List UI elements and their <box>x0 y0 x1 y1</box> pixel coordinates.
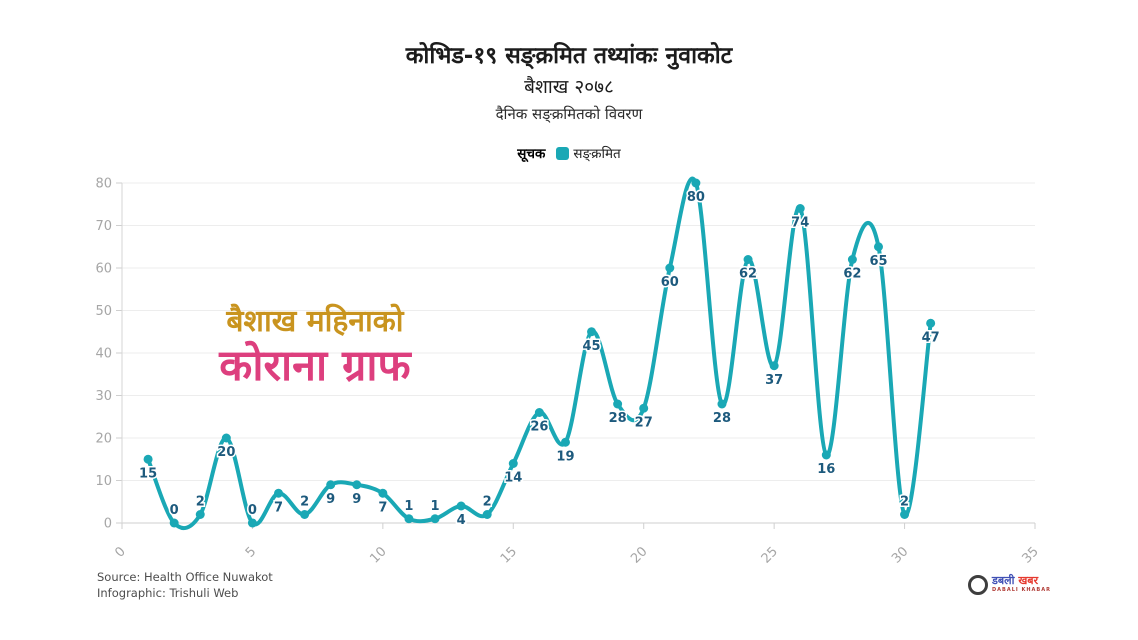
data-point-marker <box>873 242 883 252</box>
dabali-khabar-logo: डबली खबर DABALI KHABAR <box>968 574 1051 595</box>
data-point-marker <box>534 408 544 417</box>
data-point-marker <box>404 514 414 524</box>
data-point-marker <box>639 403 649 413</box>
data-point-label: 2 <box>300 495 309 510</box>
credits: Source: Health Office Nuwakot Infographi… <box>97 569 273 601</box>
data-point-label: 9 <box>352 492 361 507</box>
data-point-label: 1 <box>404 499 413 514</box>
data-point-marker <box>326 480 336 490</box>
chart-header: कोभिड-१९ सङ्क्रमित तथ्यांकः नुवाकोट बैशा… <box>0 40 1138 125</box>
data-point-label: 80 <box>687 190 705 205</box>
legend-item-infected[interactable]: सङ्क्रमित <box>556 144 621 162</box>
data-point-label: 0 <box>170 503 179 518</box>
data-point-label: 2 <box>483 495 492 510</box>
y-axis-label: 30 <box>95 389 112 404</box>
chart-subtitle: बैशाख २०७८ <box>524 76 614 98</box>
data-point-label: 16 <box>817 462 835 477</box>
x-axis-label: 30 <box>889 544 911 566</box>
data-point-label: 27 <box>635 415 653 430</box>
data-point-label: 26 <box>530 420 548 435</box>
data-point-marker <box>691 178 701 188</box>
data-point-label: 20 <box>217 445 235 460</box>
x-axis-label: 0 <box>112 544 128 560</box>
data-point-label: 7 <box>274 500 283 515</box>
legend-swatch-icon <box>556 146 570 160</box>
data-point-marker <box>143 454 153 464</box>
data-point-label: 9 <box>326 492 335 507</box>
data-point-label: 65 <box>869 254 887 269</box>
logo-circle-icon <box>968 575 988 595</box>
data-point-marker <box>926 318 936 328</box>
data-point-marker <box>769 361 779 371</box>
x-axis-label: 5 <box>243 544 259 560</box>
data-point-label: 47 <box>922 330 940 345</box>
data-point-marker <box>482 510 492 519</box>
data-point-label: 7 <box>378 500 387 515</box>
data-point-label: 15 <box>139 466 157 481</box>
data-point-label: 1 <box>431 499 440 514</box>
data-point-marker <box>795 204 805 213</box>
data-point-marker <box>456 501 466 511</box>
data-point-marker <box>560 437 570 447</box>
data-point-label: 28 <box>609 411 627 426</box>
source-text: Source: Health Office Nuwakot <box>97 570 273 584</box>
x-axis-label: 20 <box>628 544 650 566</box>
data-point-label: 62 <box>739 267 757 282</box>
data-point-marker <box>247 518 257 528</box>
data-point-marker <box>900 510 910 519</box>
data-point-marker <box>743 255 753 264</box>
logo-name-part1: डबली <box>992 574 1015 587</box>
logo-name-part2: खबर <box>1014 574 1039 587</box>
x-axis-label: 10 <box>367 544 389 566</box>
data-point-label: 2 <box>196 495 205 510</box>
legend-title: सूचक <box>517 146 546 162</box>
data-point-label: 19 <box>556 449 574 464</box>
data-point-marker <box>665 263 675 273</box>
data-point-marker <box>717 399 727 409</box>
data-point-marker <box>300 510 310 519</box>
data-point-marker <box>587 327 597 337</box>
y-axis-label: 0 <box>104 517 112 532</box>
data-point-marker <box>847 255 857 264</box>
data-point-marker <box>221 433 231 443</box>
logo-name: डबली खबर <box>992 574 1051 587</box>
y-axis-label: 20 <box>95 432 112 447</box>
legend-series-label: सङ्क्रमित <box>573 146 621 162</box>
x-axis-label: 15 <box>498 544 520 566</box>
y-axis-label: 60 <box>95 262 112 277</box>
data-point-label: 74 <box>791 216 809 231</box>
x-axis-label: 35 <box>1020 544 1042 566</box>
data-point-marker <box>430 514 440 524</box>
chart-title: कोभिड-१९ सङ्क्रमित तथ्यांकः नुवाकोट <box>405 43 733 69</box>
data-point-marker <box>378 488 388 498</box>
data-point-label: 37 <box>765 373 783 388</box>
data-point-label: 60 <box>661 275 679 290</box>
y-axis-label: 80 <box>95 177 112 192</box>
data-point-label: 0 <box>248 503 257 518</box>
data-point-marker <box>169 518 179 528</box>
data-point-marker <box>274 488 284 498</box>
chart-legend: सूचक सङ्क्रमित <box>0 144 1138 162</box>
y-axis-label: 40 <box>95 347 112 362</box>
data-point-label: 4 <box>457 513 466 528</box>
y-axis-label: 10 <box>95 474 112 489</box>
infographic-text: Infographic: Trishuli Web <box>97 586 239 600</box>
y-axis-label: 70 <box>95 219 112 234</box>
logo-subtext: DABALI KHABAR <box>992 587 1051 593</box>
data-point-label: 45 <box>582 339 600 354</box>
data-point-marker <box>508 459 518 468</box>
data-point-label: 28 <box>713 411 731 426</box>
data-point-marker <box>352 480 362 490</box>
x-axis-label: 25 <box>759 544 781 566</box>
data-point-label: 2 <box>900 495 909 510</box>
y-axis-label: 50 <box>95 304 112 319</box>
data-point-label: 62 <box>843 267 861 282</box>
data-point-marker <box>821 450 831 460</box>
data-point-label: 14 <box>504 471 522 486</box>
data-point-marker <box>613 399 623 409</box>
chart-description: दैनिक सङ्क्रमितको विवरण <box>495 105 643 123</box>
data-point-marker <box>195 510 205 519</box>
